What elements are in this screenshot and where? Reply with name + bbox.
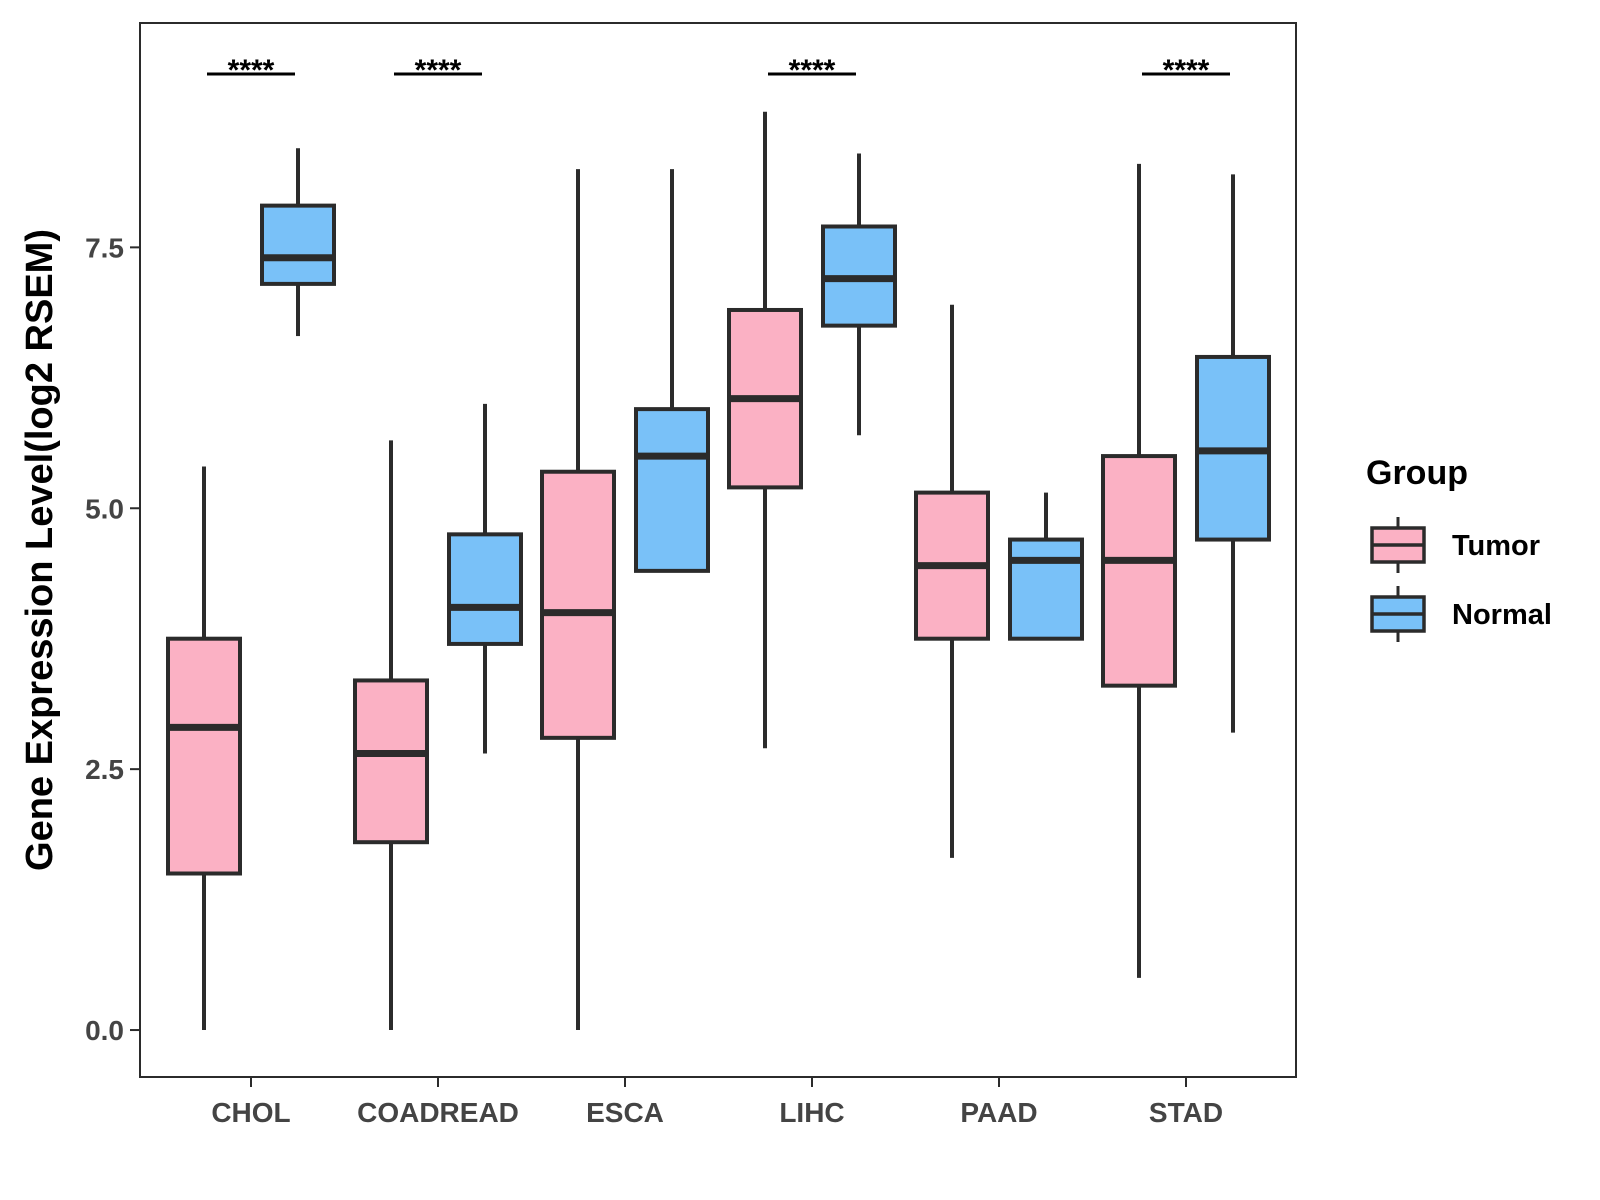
- legend-label: Tumor: [1452, 530, 1540, 562]
- legend-label: Normal: [1452, 599, 1552, 631]
- y-axis-label: Gene Expression Level(log2 RSEM): [19, 229, 61, 871]
- box-tumor-lihc: [727, 111, 803, 749]
- significance-label: ****: [228, 54, 275, 87]
- panel-border: [139, 22, 1297, 1078]
- x-tick-label: STAD: [1149, 1097, 1223, 1128]
- box-normal-paad: [1008, 492, 1084, 641]
- box-body: [1101, 454, 1177, 688]
- x-tick-label: ESCA: [586, 1097, 664, 1128]
- plot-area: **** **** **** ****: [139, 22, 1297, 1078]
- y-tick-label: 5.0: [85, 493, 124, 524]
- box-body: [540, 469, 616, 740]
- significance-label: ****: [1163, 54, 1210, 87]
- significance-chol: ****: [207, 54, 295, 87]
- box-body: [1008, 537, 1084, 641]
- significance-label: ****: [415, 54, 462, 87]
- y-tick-label: 7.5: [85, 232, 124, 263]
- legend-item-tumor: Tumor: [1370, 517, 1540, 573]
- significance-lihc: ****: [768, 54, 856, 87]
- y-tick-label: 0.0: [85, 1015, 124, 1046]
- box-tumor-esca: [540, 169, 616, 1031]
- legend-item-normal: Normal: [1370, 586, 1552, 642]
- significance-coadread: ****: [394, 54, 482, 87]
- box-normal-lihc: [821, 153, 897, 436]
- box-tumor-chol: [166, 466, 242, 1031]
- y-tick-label: 2.5: [85, 754, 124, 785]
- box-normal-stad: [1195, 174, 1271, 733]
- significance-stad: ****: [1142, 54, 1230, 87]
- box-normal-chol: [260, 148, 336, 337]
- box-body: [447, 532, 523, 646]
- axes: 0.0 2.5 5.0 7.5 CHOL COADREAD ESCA LIHC PAAD STAD…: [19, 229, 1223, 1128]
- box-tumor-paad: [914, 304, 990, 858]
- x-tick-label: PAAD: [960, 1097, 1037, 1128]
- x-tick-label: COADREAD: [357, 1097, 519, 1128]
- x-tick-label: CHOL: [211, 1097, 290, 1128]
- box-body: [260, 203, 336, 286]
- significance-label: ****: [789, 54, 836, 87]
- box-body: [353, 678, 429, 845]
- box-body: [634, 407, 710, 573]
- box-tumor-stad: [1101, 163, 1177, 978]
- box-body: [166, 636, 242, 876]
- box-tumor-coadread: [353, 440, 429, 1031]
- x-tick-label: LIHC: [779, 1097, 844, 1128]
- legend-title: Group: [1366, 454, 1468, 492]
- box-normal-coadread: [447, 403, 523, 754]
- legend: Group Tumor Normal: [1366, 454, 1552, 642]
- box-normal-esca: [634, 169, 710, 573]
